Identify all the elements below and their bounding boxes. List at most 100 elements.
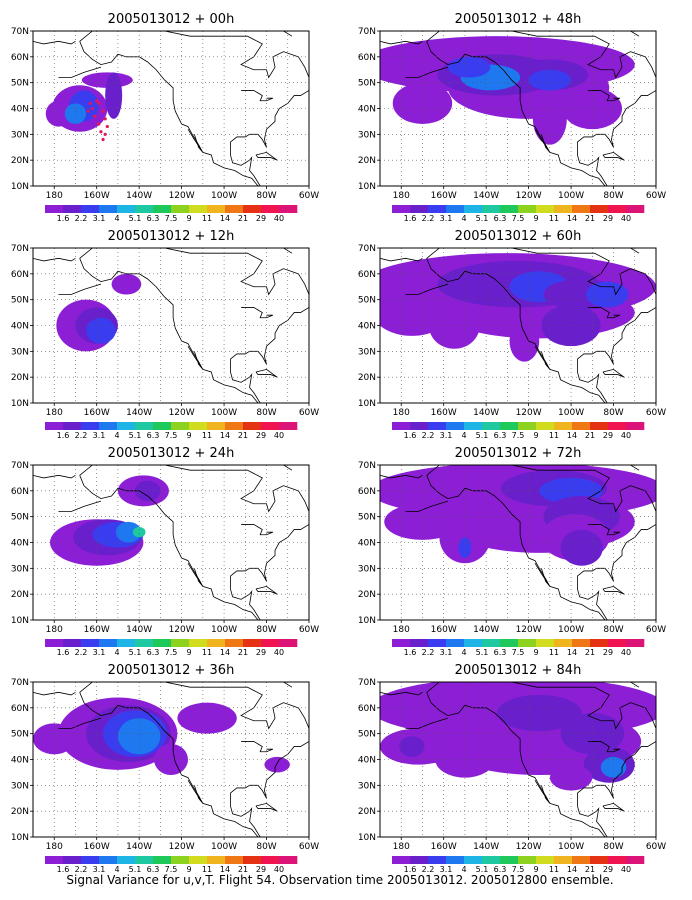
variance-shading — [380, 253, 656, 362]
colorbar-swatch — [536, 422, 555, 430]
colorbar-swatch — [626, 639, 645, 647]
colorbar-label: 3.1 — [93, 214, 106, 223]
colorbar-swatch — [171, 422, 190, 430]
colorbar-label: 11 — [202, 648, 212, 657]
colorbar-swatch — [117, 856, 136, 864]
lat-tick-label: 10N — [11, 616, 29, 626]
colorbar-label: 4 — [461, 648, 466, 657]
lon-tick-label: 80W — [603, 842, 623, 852]
colorbar: 1.6 2.2 3.1 4 5.1 6.3 7.5 9 11 14 21 29 40 — [392, 639, 645, 657]
colorbar-swatch — [45, 639, 64, 647]
lat-tick-label: 30N — [358, 347, 376, 357]
colorbar-label: 4 — [461, 214, 466, 223]
lon-tick-label: 100W — [558, 625, 584, 635]
lat-tick-label: 50N — [358, 79, 376, 89]
colorbar-swatch — [63, 639, 82, 647]
colorbar-swatch — [81, 856, 100, 864]
colorbar-swatch — [410, 205, 429, 213]
colorbar-swatch — [446, 856, 465, 864]
colorbar-label: 11 — [202, 214, 212, 223]
colorbar-swatch — [590, 205, 609, 213]
variance-shading — [380, 465, 656, 566]
lat-tick-label: 30N — [11, 781, 29, 791]
lon-tick-label: 180 — [46, 625, 63, 635]
colorbar-swatch — [207, 856, 226, 864]
colorbar-swatch — [99, 422, 118, 430]
colorbar-swatch — [428, 205, 447, 213]
colorbar-swatch — [153, 856, 172, 864]
colorbar-swatch — [279, 856, 298, 864]
lat-tick-label: 70N — [358, 678, 376, 688]
colorbar-label: 5.1 — [476, 431, 489, 440]
colorbar-label: 3.1 — [440, 865, 453, 874]
coastline — [380, 31, 656, 186]
colorbar-label: 11 — [549, 214, 559, 223]
lat-tick-label: 30N — [358, 564, 376, 574]
coastline — [33, 31, 309, 186]
colorbar-swatch — [572, 639, 591, 647]
colorbar-label: 40 — [274, 648, 284, 657]
colorbar-label: 5.1 — [476, 648, 489, 657]
lon-tick-label: 160W — [431, 408, 457, 418]
colorbar-swatch — [392, 856, 411, 864]
flight-track — [86, 99, 109, 142]
colorbar-label: 3.1 — [93, 648, 106, 657]
colorbar-label: 9 — [186, 648, 191, 657]
colorbar-label: 1.6 — [57, 431, 70, 440]
colorbar-swatch — [482, 422, 501, 430]
map-panel-0: 2005013012 + 00h 180 160W 140W 120W 100W 80W 60… — [11, 12, 319, 223]
colorbar-label: 2.2 — [75, 431, 88, 440]
colorbar-swatch — [225, 639, 244, 647]
colorbar-swatch — [518, 422, 537, 430]
lon-tick-label: 160W — [431, 842, 457, 852]
colorbar-label: 40 — [621, 431, 631, 440]
colorbar-label: 29 — [256, 648, 266, 657]
lon-tick-label: 80W — [256, 191, 276, 201]
colorbar-swatch — [81, 205, 100, 213]
colorbar-swatch — [464, 422, 483, 430]
colorbar-swatch — [410, 856, 429, 864]
lon-tick-label: 160W — [84, 191, 110, 201]
lon-tick-label: 60W — [299, 842, 319, 852]
colorbar-swatch — [392, 639, 411, 647]
colorbar-label: 5.1 — [129, 865, 142, 874]
colorbar-swatch — [626, 422, 645, 430]
lon-tick-label: 100W — [558, 191, 584, 201]
colorbar-label: 7.5 — [165, 431, 178, 440]
colorbar-swatch — [500, 205, 519, 213]
colorbar-label: 40 — [274, 865, 284, 874]
lon-tick-label: 80W — [256, 408, 276, 418]
variance-shading — [380, 36, 635, 145]
colorbar-swatch — [518, 205, 537, 213]
colorbar-swatch — [428, 639, 447, 647]
colorbar-label: 3.1 — [93, 431, 106, 440]
colorbar-label: 9 — [533, 214, 538, 223]
lat-tick-label: 70N — [11, 678, 29, 688]
colorbar-label: 29 — [256, 214, 266, 223]
colorbar-swatch — [590, 856, 609, 864]
colorbar-swatch — [243, 205, 262, 213]
panel-title: 2005013012 + 24h — [108, 446, 235, 461]
colorbar-label: 9 — [186, 865, 191, 874]
colorbar-label: 21 — [585, 648, 595, 657]
lon-tick-label: 60W — [646, 408, 666, 418]
lat-tick-label: 10N — [358, 616, 376, 626]
colorbar-label: 1.6 — [404, 648, 417, 657]
variance-shading — [380, 682, 656, 791]
lon-tick-label: 80W — [256, 625, 276, 635]
lon-tick-label: 160W — [84, 625, 110, 635]
colorbar-swatch — [536, 856, 555, 864]
colorbar-label: 6.3 — [494, 648, 507, 657]
colorbar-swatch — [135, 422, 154, 430]
colorbar-label: 14 — [220, 431, 230, 440]
colorbar-swatch — [464, 856, 483, 864]
lat-tick-label: 70N — [11, 461, 29, 471]
colorbar-swatch — [81, 422, 100, 430]
colorbar-label: 5.1 — [129, 214, 142, 223]
lon-tick-label: 180 — [393, 408, 410, 418]
lat-tick-label: 20N — [358, 807, 376, 817]
colorbar-label: 40 — [274, 431, 284, 440]
lon-tick-label: 180 — [46, 842, 63, 852]
colorbar-swatch — [572, 422, 591, 430]
colorbar-swatch — [243, 422, 262, 430]
